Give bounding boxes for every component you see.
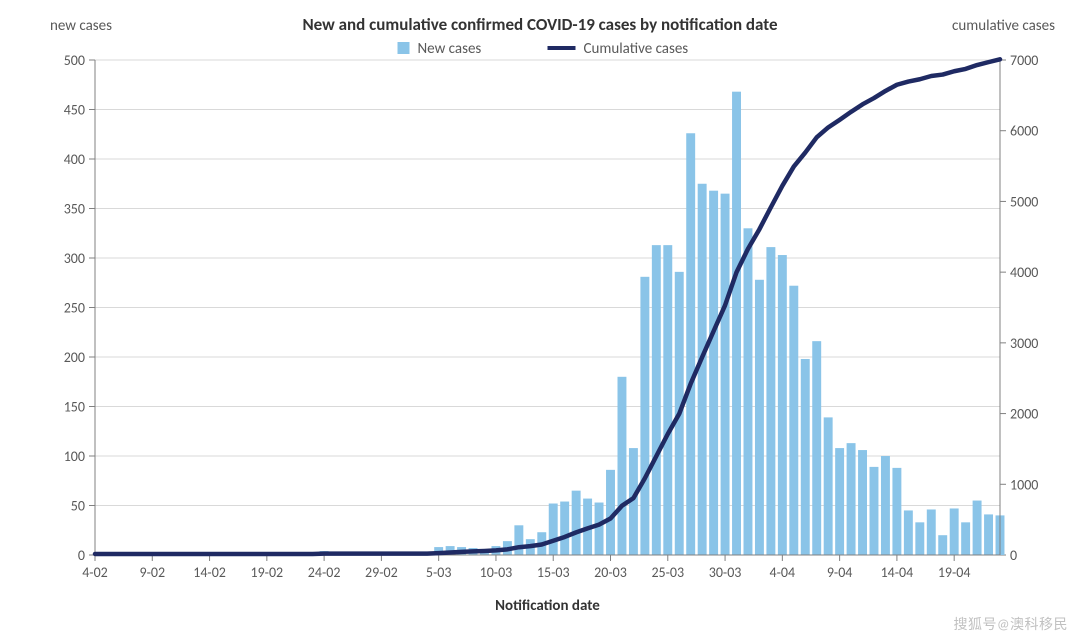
bar (744, 228, 753, 555)
bar (549, 504, 558, 555)
bar (766, 247, 775, 555)
x-tick-label: 24-02 (308, 564, 341, 581)
legend-label-new-cases: New cases (418, 40, 482, 58)
y1-tick-label: 300 (64, 250, 85, 267)
y1-tick-label: 500 (64, 52, 85, 69)
x-tick-label: 10-03 (480, 564, 513, 581)
bar (732, 92, 741, 555)
bar (801, 359, 810, 555)
bar (835, 448, 844, 555)
y1-tick-label: 150 (64, 399, 85, 416)
x-tick-label: 9-04 (827, 564, 853, 581)
x-tick-label: 19-02 (250, 564, 283, 581)
x-tick-label: 20-03 (594, 564, 627, 581)
x-tick-label: 15-03 (537, 564, 570, 581)
x-axis-title: Notification date (495, 597, 600, 615)
bar (950, 508, 959, 555)
x-tick-label: 4-02 (82, 564, 108, 581)
bar (812, 341, 821, 555)
bar (721, 194, 730, 555)
y2-tick-label: 3000 (1010, 335, 1038, 352)
bar (881, 456, 890, 555)
bar (709, 191, 718, 555)
bar (824, 417, 833, 555)
y1-axis-title: new cases (50, 17, 112, 35)
y2-tick-label: 7000 (1010, 52, 1038, 69)
bar (778, 255, 787, 555)
bar (870, 467, 879, 555)
y1-tick-label: 400 (64, 151, 85, 168)
legend-label-cumulative-cases: Cumulative cases (584, 40, 689, 58)
bar (847, 443, 856, 555)
y1-tick-label: 200 (64, 349, 85, 366)
bar (652, 245, 661, 555)
bar (755, 280, 764, 555)
bar (514, 525, 523, 555)
y1-tick-label: 100 (64, 448, 85, 465)
y2-tick-label: 2000 (1010, 406, 1038, 423)
bar (686, 133, 695, 555)
bar (973, 501, 982, 555)
y1-tick-label: 50 (71, 498, 85, 515)
bar (617, 377, 626, 555)
chart-svg: New and cumulative confirmed COVID-19 ca… (0, 0, 1080, 640)
bar (560, 502, 569, 555)
y1-tick-label: 250 (64, 300, 85, 317)
y2-tick-label: 0 (1010, 547, 1017, 564)
bar (927, 509, 936, 555)
bar (640, 277, 649, 555)
x-tick-label: 5-03 (426, 564, 452, 581)
legend-swatch-bar (398, 42, 410, 54)
bar (904, 510, 913, 555)
x-tick-label: 9-02 (139, 564, 165, 581)
bar (892, 468, 901, 555)
y1-tick-label: 0 (78, 547, 85, 564)
bar (984, 514, 993, 555)
y1-tick-label: 450 (64, 102, 85, 119)
bar (961, 522, 970, 555)
x-tick-label: 14-02 (193, 564, 226, 581)
x-tick-label: 4-04 (770, 564, 796, 581)
bar (938, 535, 947, 555)
x-tick-label: 19-04 (938, 564, 971, 581)
y2-tick-label: 5000 (1010, 193, 1038, 210)
bar (915, 522, 924, 555)
y1-tick-label: 350 (64, 201, 85, 218)
y2-axis-title: cumulative cases (952, 17, 1055, 35)
y2-tick-label: 4000 (1010, 264, 1038, 281)
x-tick-label: 25-03 (651, 564, 684, 581)
bar (663, 245, 672, 555)
bar (595, 503, 604, 555)
chart-title: New and cumulative confirmed COVID-19 ca… (302, 14, 777, 35)
y2-tick-label: 1000 (1010, 476, 1038, 493)
x-tick-label: 29-02 (365, 564, 398, 581)
bar (789, 286, 798, 555)
x-tick-label: 14-04 (881, 564, 914, 581)
bar (572, 491, 581, 555)
bar (858, 450, 867, 555)
chart-container: New and cumulative confirmed COVID-19 ca… (0, 0, 1080, 640)
x-tick-label: 30-03 (709, 564, 742, 581)
y2-tick-label: 6000 (1010, 123, 1038, 140)
